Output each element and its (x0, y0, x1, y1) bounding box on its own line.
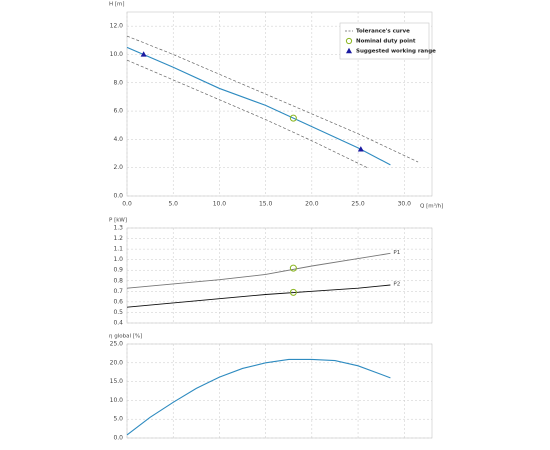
series-line (126, 252, 391, 289)
y-tick-label: 25.0 (110, 341, 124, 348)
y-tick-label: 1.0 (113, 256, 123, 263)
y-tick-label: 4.0 (113, 136, 123, 143)
x-tick-label: 20.0 (305, 201, 319, 208)
series-label: P2 (393, 282, 400, 288)
y-tick-label: 0.9 (113, 267, 123, 274)
y-tick-label: 5.0 (113, 416, 123, 423)
y-tick-label: 0.6 (113, 298, 123, 305)
y-tick-label: 0.8 (113, 277, 123, 284)
y-axis-label: H [m] (109, 2, 125, 8)
y-tick-label: 0.0 (113, 193, 123, 200)
duty-point (289, 114, 297, 122)
y-tick-label: 0.0 (113, 435, 123, 442)
y-axis-label: P [kW] (109, 218, 127, 224)
y-tick-label: 12.0 (110, 23, 124, 30)
y-tick-label: 1.3 (113, 225, 123, 232)
y-tick-label: 2.0 (113, 164, 123, 171)
curve (126, 358, 391, 436)
y-tick-label: 10.0 (110, 397, 124, 404)
x-tick-label: 30.0 (398, 201, 412, 208)
x-tick-label: 10.0 (213, 201, 227, 208)
y-tick-label: 6.0 (113, 108, 123, 115)
tolerance-curve (126, 59, 368, 169)
plot-area (126, 343, 433, 439)
legend (339, 22, 430, 60)
y-tick-label: 1.2 (113, 235, 123, 242)
legend-swatch (345, 37, 353, 45)
y-tick-label: 8.0 (113, 79, 123, 86)
plot-area (126, 227, 433, 324)
y-tick-label: 0.7 (113, 288, 123, 295)
y-tick-label: 0.5 (113, 309, 123, 316)
y-tick-label: 1.1 (113, 246, 123, 253)
x-tick-label: 5.0 (168, 201, 178, 208)
x-tick-label: 0.0 (122, 201, 132, 208)
legend-label: Tolerance's curve (356, 29, 410, 35)
legend-label: Nominal duty point (356, 39, 416, 45)
x-tick-label: 15.0 (259, 201, 273, 208)
y-tick-label: 15.0 (110, 378, 124, 385)
curve (126, 46, 391, 166)
y-tick-label: 20.0 (110, 359, 124, 366)
duty-point (289, 264, 297, 272)
legend-label: Suggested working range (356, 49, 436, 55)
y-tick-label: 0.4 (113, 320, 123, 327)
x-tick-label: 25.0 (351, 201, 365, 208)
series-line (126, 284, 391, 308)
y-axis-label: η global [%] (109, 334, 142, 340)
legend-swatch (346, 47, 352, 54)
x-axis-label: Q [m³/h] (420, 203, 443, 210)
series-label: P1 (393, 250, 400, 256)
working-range-marker (140, 51, 147, 57)
duty-point (289, 288, 297, 296)
y-tick-label: 10.0 (110, 51, 124, 58)
working-range-marker (357, 146, 364, 152)
tolerance-curve (126, 35, 419, 163)
